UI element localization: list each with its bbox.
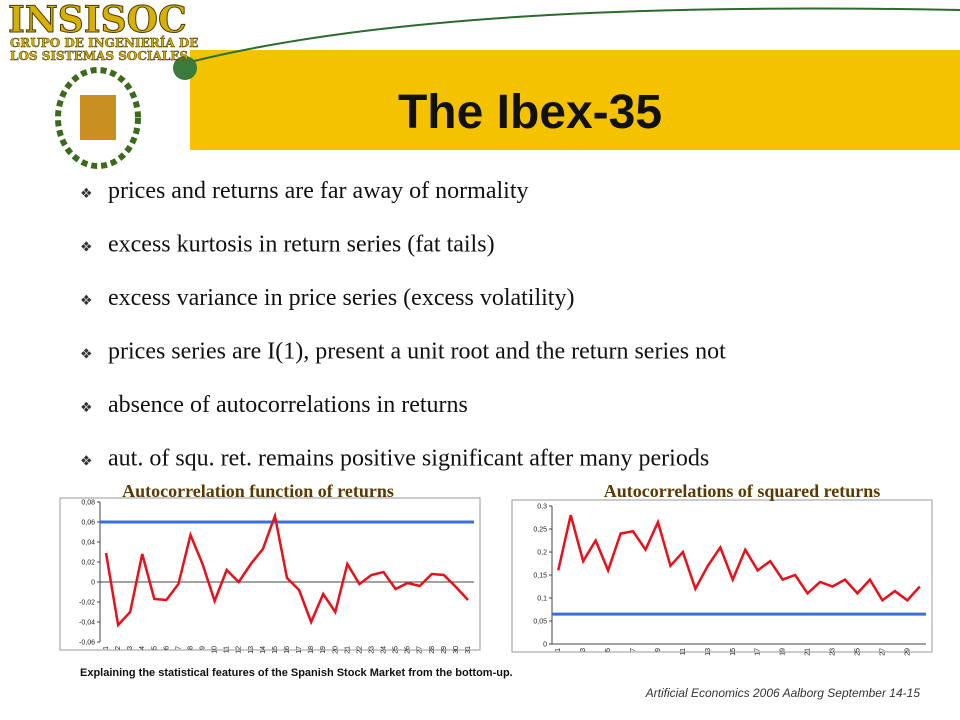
y-tick-label: 0,25 xyxy=(533,527,547,534)
chart-title: Autocorrelation function of returns xyxy=(122,481,394,501)
caption: Explaining the statistical features of t… xyxy=(80,667,513,679)
logo-sub: LOS SISTEMAS SOCIALES xyxy=(10,49,188,63)
logo-sub: GRUPO DE INGENIERÍA DE xyxy=(10,35,198,50)
x-tick-label: 25 xyxy=(393,646,400,654)
x-tick-label: 25 xyxy=(854,648,861,656)
x-tick-label: 17 xyxy=(755,648,762,656)
y-tick-label: 0,1 xyxy=(537,596,547,603)
y-tick-label: 0,2 xyxy=(537,550,547,557)
x-tick-label: 5 xyxy=(151,646,158,650)
x-tick-label: 23 xyxy=(368,646,375,654)
x-tick-label: 9 xyxy=(655,648,662,652)
data-line xyxy=(557,514,921,603)
bullet-text: absence of autocorrelations in returns xyxy=(108,392,468,418)
x-tick-label: 6 xyxy=(163,646,170,650)
x-tick-label: 18 xyxy=(308,646,315,654)
y-tick-label: 0,02 xyxy=(81,560,95,567)
x-tick-label: 4 xyxy=(139,646,146,650)
y-tick-label: -0,06 xyxy=(79,640,95,647)
x-tick-label: 12 xyxy=(236,646,243,654)
x-tick-label: 21 xyxy=(344,646,351,654)
x-tick-label: 26 xyxy=(405,646,412,654)
slide-title: The Ibex-35 xyxy=(398,86,662,139)
y-tick-label: 0,08 xyxy=(81,500,95,507)
swoosh xyxy=(189,7,960,63)
y-tick-label: 0,04 xyxy=(81,540,95,547)
x-tick-label: 3 xyxy=(580,648,587,652)
x-tick-label: 11 xyxy=(680,648,687,655)
bullet-text: prices series are I(1), present a unit r… xyxy=(108,339,726,365)
x-tick-label: 7 xyxy=(630,648,637,652)
bullet-icon: ❖ xyxy=(80,454,93,470)
x-tick-label: 19 xyxy=(320,646,327,654)
bullet-text: excess variance in price series (excess … xyxy=(108,285,574,311)
x-tick-label: 15 xyxy=(272,646,279,654)
x-tick-label: 13 xyxy=(248,646,255,654)
y-tick-label: -0,04 xyxy=(79,620,95,627)
x-tick-label: 11 xyxy=(224,646,231,653)
x-tick-label: 21 xyxy=(805,648,812,656)
data-line xyxy=(104,511,469,628)
y-tick-label: 0 xyxy=(91,580,95,587)
x-tick-label: 23 xyxy=(830,648,837,656)
x-tick-label: 24 xyxy=(381,646,388,654)
x-tick-label: 5 xyxy=(605,648,612,652)
x-tick-label: 1 xyxy=(555,648,562,652)
x-tick-label: 9 xyxy=(200,646,207,650)
x-tick-label: 3 xyxy=(127,646,134,650)
logo: INSISOC xyxy=(8,0,187,41)
x-tick-label: 17 xyxy=(296,646,303,654)
bullet-icon: ❖ xyxy=(80,186,93,202)
x-tick-label: 10 xyxy=(212,646,219,654)
bullet-icon: ❖ xyxy=(80,347,93,363)
x-tick-label: 22 xyxy=(356,646,363,654)
x-tick-label: 2 xyxy=(115,646,122,650)
x-tick-label: 8 xyxy=(187,646,194,650)
y-tick-label: 0,3 xyxy=(537,504,547,511)
x-tick-label: 15 xyxy=(730,648,737,656)
x-tick-label: 13 xyxy=(705,648,712,656)
crest-shield xyxy=(80,95,116,140)
logo-dot xyxy=(173,56,197,80)
bullet-text: excess kurtosis in return series (fat ta… xyxy=(108,232,495,258)
x-tick-label: 29 xyxy=(441,646,448,654)
x-tick-label: 30 xyxy=(453,646,460,654)
bullet-text: aut. of squ. ret. remains positive signi… xyxy=(108,446,709,472)
y-tick-label: -0,02 xyxy=(79,600,95,607)
x-tick-label: 29 xyxy=(904,648,911,656)
x-tick-label: 1 xyxy=(103,646,110,650)
chart-frame xyxy=(511,499,933,653)
y-tick-label: 0,06 xyxy=(81,520,95,527)
x-tick-label: 16 xyxy=(284,646,291,654)
x-tick-label: 7 xyxy=(175,646,182,650)
y-tick-label: 0,15 xyxy=(533,573,547,580)
x-tick-label: 14 xyxy=(260,646,267,654)
bullet-text: prices and returns are far away of norma… xyxy=(108,178,528,204)
x-tick-label: 27 xyxy=(417,646,424,654)
crest xyxy=(55,67,141,169)
y-tick-label: 0,05 xyxy=(533,619,547,626)
x-tick-label: 27 xyxy=(879,648,886,656)
bullet-icon: ❖ xyxy=(80,400,93,416)
x-tick-label: 31 xyxy=(465,646,472,654)
title-band xyxy=(190,50,960,150)
bullet-list: ❖ prices and returns are far away of norm… xyxy=(80,178,726,472)
credit: Artificial Economics 2006 Aalborg Septem… xyxy=(645,686,921,700)
x-tick-label: 20 xyxy=(332,646,339,654)
bullet-icon: ❖ xyxy=(80,240,93,256)
chart-title: Autocorrelations of squared returns xyxy=(604,481,881,501)
y-tick-label: 0 xyxy=(543,642,547,649)
x-tick-label: 28 xyxy=(429,646,436,654)
x-tick-label: 19 xyxy=(780,648,787,656)
bullet-icon: ❖ xyxy=(80,293,93,309)
